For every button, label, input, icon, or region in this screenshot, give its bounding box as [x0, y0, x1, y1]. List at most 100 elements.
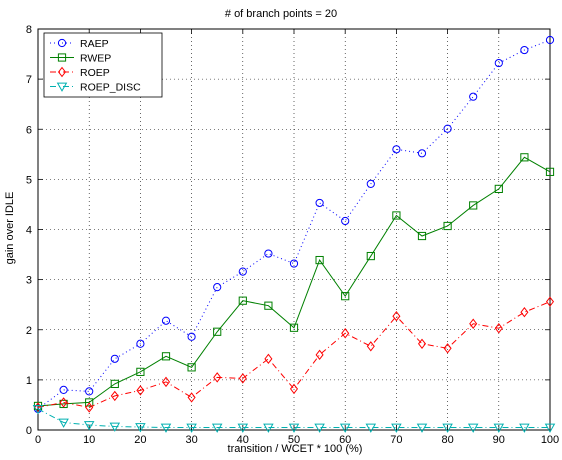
x-tick-label: 60 [339, 434, 351, 446]
data-point [443, 343, 452, 354]
legend-item: RAEP [50, 38, 109, 50]
data-point [85, 402, 94, 413]
y-tick-label: 8 [26, 24, 32, 36]
data-point [544, 423, 556, 433]
data-point [264, 249, 273, 258]
data-point [238, 267, 247, 276]
data-point [545, 35, 555, 45]
data-point [109, 422, 121, 432]
data-point [314, 423, 325, 433]
data-point [520, 45, 529, 55]
data-point [264, 301, 273, 310]
data-point [161, 352, 171, 361]
data-point [32, 405, 44, 415]
legend-marker [57, 66, 67, 78]
data-point [417, 231, 427, 241]
data-point [443, 221, 452, 231]
data-point [59, 385, 68, 394]
legend-item: ROEP [50, 66, 110, 79]
data-point [520, 153, 529, 162]
x-tick-label: 0 [35, 434, 41, 446]
data-point [494, 58, 503, 68]
data-point [187, 392, 196, 403]
data-point [315, 198, 324, 208]
data-point [136, 339, 145, 348]
data-point [341, 292, 350, 301]
data-point [187, 363, 196, 372]
data-point [264, 353, 273, 365]
data-point [213, 372, 222, 383]
y-tick-label: 4 [26, 225, 32, 237]
series-line [37, 39, 551, 410]
data-point [391, 423, 402, 433]
y-tick-label: 1 [26, 375, 32, 387]
data-point [494, 323, 503, 334]
data-point [417, 149, 427, 158]
data-point [83, 421, 95, 431]
data-point [110, 390, 119, 402]
data-point [110, 354, 119, 363]
data-point [59, 397, 68, 408]
x-tick-label: 30 [185, 434, 197, 446]
series-rwep [33, 153, 555, 411]
data-point [443, 124, 452, 133]
data-point [238, 296, 247, 305]
x-tick-label: 10 [83, 434, 95, 446]
data-point [289, 383, 299, 395]
data-point [238, 373, 247, 384]
x-tick-label: 20 [134, 434, 146, 446]
data-point [469, 92, 478, 101]
series-line [37, 301, 551, 408]
x-tick-label: 80 [441, 434, 453, 446]
data-point [58, 418, 69, 428]
data-point [469, 318, 478, 329]
legend-marker [56, 82, 68, 92]
y-tick-label: 5 [26, 174, 32, 186]
data-point [213, 327, 222, 336]
legend-item: ROEP_DISC [50, 82, 141, 94]
data-point [160, 423, 172, 433]
data-point [136, 385, 145, 396]
y-tick-label: 3 [26, 275, 32, 287]
data-point [211, 423, 223, 433]
data-point [315, 349, 324, 361]
data-point [85, 398, 94, 407]
data-point [365, 423, 377, 433]
x-axis-label: transition / WCET * 100 (%) [227, 443, 363, 455]
data-point [288, 423, 300, 433]
data-point [315, 255, 324, 265]
series-roep-disc [32, 405, 556, 433]
data-point [520, 306, 529, 318]
data-point [467, 423, 479, 433]
data-point [417, 338, 427, 350]
x-tick-label: 90 [493, 434, 505, 446]
y-axis-label: gain over IDLE [4, 191, 16, 265]
data-point [545, 296, 555, 307]
data-point [341, 216, 350, 226]
data-point [392, 145, 401, 154]
data-point [339, 423, 351, 433]
data-point [494, 184, 503, 193]
x-tick-label: 100 [541, 434, 559, 446]
legend-marker [57, 38, 67, 48]
series-line [37, 156, 551, 407]
data-point [416, 423, 428, 433]
data-point [366, 251, 375, 261]
data-point [341, 328, 350, 339]
y-tick-label: 7 [26, 74, 32, 86]
data-point [161, 376, 171, 388]
data-point [392, 211, 401, 220]
y-tick-label: 0 [26, 425, 32, 437]
data-point [135, 423, 146, 433]
data-point [213, 283, 222, 292]
data-point [519, 423, 530, 433]
legend-label: RAEP [80, 38, 109, 50]
y-tick-label: 6 [26, 124, 32, 136]
data-point [493, 423, 505, 433]
data-point [263, 423, 274, 433]
legend-marker [57, 53, 67, 62]
data-point [392, 310, 401, 322]
data-point [161, 316, 171, 325]
series-raep [33, 35, 555, 414]
